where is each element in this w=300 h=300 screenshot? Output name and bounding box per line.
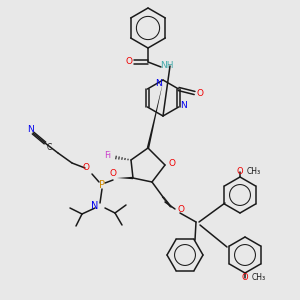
Text: O: O [178,206,184,214]
Text: O: O [125,58,133,67]
Text: C: C [46,142,52,152]
Text: N: N [91,201,99,211]
Text: O: O [169,158,176,167]
Text: O: O [237,167,243,176]
Text: Fi: Fi [104,151,112,160]
Text: O: O [196,88,203,98]
Text: O: O [110,169,116,178]
Text: NH: NH [160,61,174,70]
Text: N: N [156,79,162,88]
Polygon shape [147,82,163,148]
Text: N: N [180,100,187,109]
Text: O: O [82,164,89,172]
Text: CH₃: CH₃ [247,167,261,176]
Polygon shape [117,177,133,179]
Text: N: N [27,124,33,134]
Text: O: O [242,274,248,283]
Text: P: P [99,180,105,190]
Text: CH₃: CH₃ [252,274,266,283]
